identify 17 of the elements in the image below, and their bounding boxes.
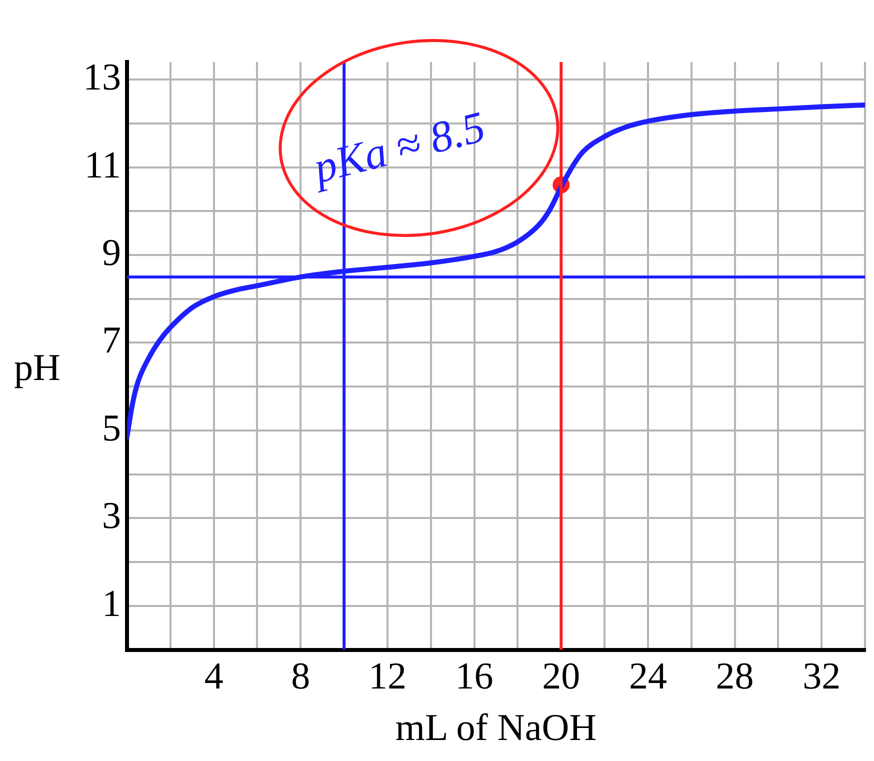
x-axis-title: mL of NaOH bbox=[395, 707, 597, 750]
x-tick-label: 8 bbox=[291, 656, 310, 698]
x-tick-label: 28 bbox=[716, 656, 754, 698]
x-tick-label: 16 bbox=[455, 656, 494, 698]
x-tick-label: 32 bbox=[802, 656, 841, 698]
x-tick-label: 12 bbox=[368, 656, 406, 698]
y-tick-label: 3 bbox=[102, 495, 121, 538]
x-tick-label: 4 bbox=[204, 656, 224, 698]
y-tick-label: 5 bbox=[102, 407, 121, 450]
y-tick-label: 1 bbox=[102, 582, 121, 625]
x-tick-label: 24 bbox=[628, 656, 667, 698]
y-tick-label: 11 bbox=[84, 144, 121, 186]
y-tick-label: 9 bbox=[102, 232, 121, 274]
y-axis-title: pH bbox=[14, 346, 60, 389]
x-tick-label: 20 bbox=[542, 656, 580, 698]
y-tick-label: 7 bbox=[102, 320, 121, 362]
y-tick-label: 13 bbox=[83, 56, 121, 99]
